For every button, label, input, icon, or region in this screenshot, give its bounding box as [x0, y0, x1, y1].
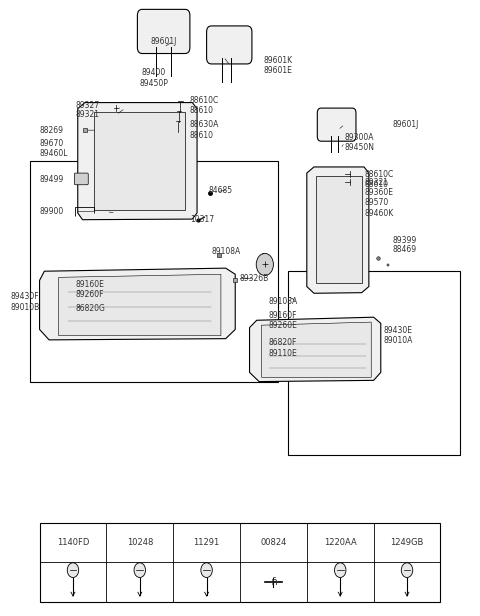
Text: 86820F
89110E: 86820F 89110E: [269, 338, 298, 357]
Polygon shape: [59, 274, 221, 336]
Text: 89601K
89601E: 89601K 89601E: [264, 56, 293, 76]
Polygon shape: [95, 111, 185, 210]
Circle shape: [67, 563, 79, 578]
Text: 89321
89360E
89570
89460K: 89321 89360E 89570 89460K: [364, 177, 393, 217]
FancyBboxPatch shape: [137, 9, 190, 54]
FancyBboxPatch shape: [317, 108, 356, 141]
Polygon shape: [316, 176, 362, 283]
Text: 86820G: 86820G: [75, 304, 105, 312]
Text: 89399: 89399: [393, 236, 417, 245]
Text: 89601J: 89601J: [393, 120, 419, 129]
Polygon shape: [262, 322, 371, 377]
Text: 84685: 84685: [209, 186, 233, 195]
Text: 1249GB: 1249GB: [390, 538, 424, 547]
Text: 89400
89450P: 89400 89450P: [140, 68, 168, 87]
Text: 89900: 89900: [39, 207, 64, 216]
Text: 89160F
89260E: 89160F 89260E: [269, 310, 298, 330]
Text: 89499: 89499: [39, 175, 64, 184]
FancyBboxPatch shape: [74, 173, 88, 185]
Text: 1140FD: 1140FD: [57, 538, 89, 547]
Text: 88469: 88469: [393, 245, 417, 254]
Polygon shape: [250, 317, 381, 381]
Text: 89300A
89450N: 89300A 89450N: [345, 132, 375, 152]
Text: 89670
89460L: 89670 89460L: [39, 139, 68, 158]
Text: 89601J: 89601J: [150, 37, 177, 46]
Circle shape: [335, 563, 346, 578]
Text: 11291: 11291: [193, 538, 220, 547]
Circle shape: [134, 563, 145, 578]
Polygon shape: [78, 103, 197, 220]
Text: 89321: 89321: [75, 110, 99, 120]
Text: 89108A: 89108A: [211, 247, 240, 256]
Polygon shape: [307, 167, 369, 293]
Text: 89430F
89010B: 89430F 89010B: [11, 292, 40, 312]
FancyBboxPatch shape: [206, 26, 252, 64]
Text: 89108A: 89108A: [269, 298, 298, 306]
Circle shape: [401, 563, 413, 578]
Circle shape: [201, 563, 212, 578]
Text: 89327: 89327: [75, 101, 99, 110]
Text: 00824: 00824: [260, 538, 287, 547]
Circle shape: [256, 253, 274, 275]
Text: 10317: 10317: [190, 214, 214, 224]
Text: 88610C
88610: 88610C 88610: [364, 169, 393, 189]
Text: -ñ: -ñ: [268, 577, 278, 588]
Text: 10248: 10248: [127, 538, 153, 547]
Text: 89160E
89260F: 89160E 89260F: [75, 280, 104, 299]
Text: 88610C
88610: 88610C 88610: [190, 96, 219, 115]
Text: 89430E
89010A: 89430E 89010A: [383, 326, 412, 346]
Text: 89326B: 89326B: [240, 274, 269, 283]
Text: 88269: 88269: [39, 126, 63, 135]
Text: 88630A
88610: 88630A 88610: [190, 121, 219, 140]
Text: 1220AA: 1220AA: [324, 538, 357, 547]
Polygon shape: [39, 268, 235, 340]
